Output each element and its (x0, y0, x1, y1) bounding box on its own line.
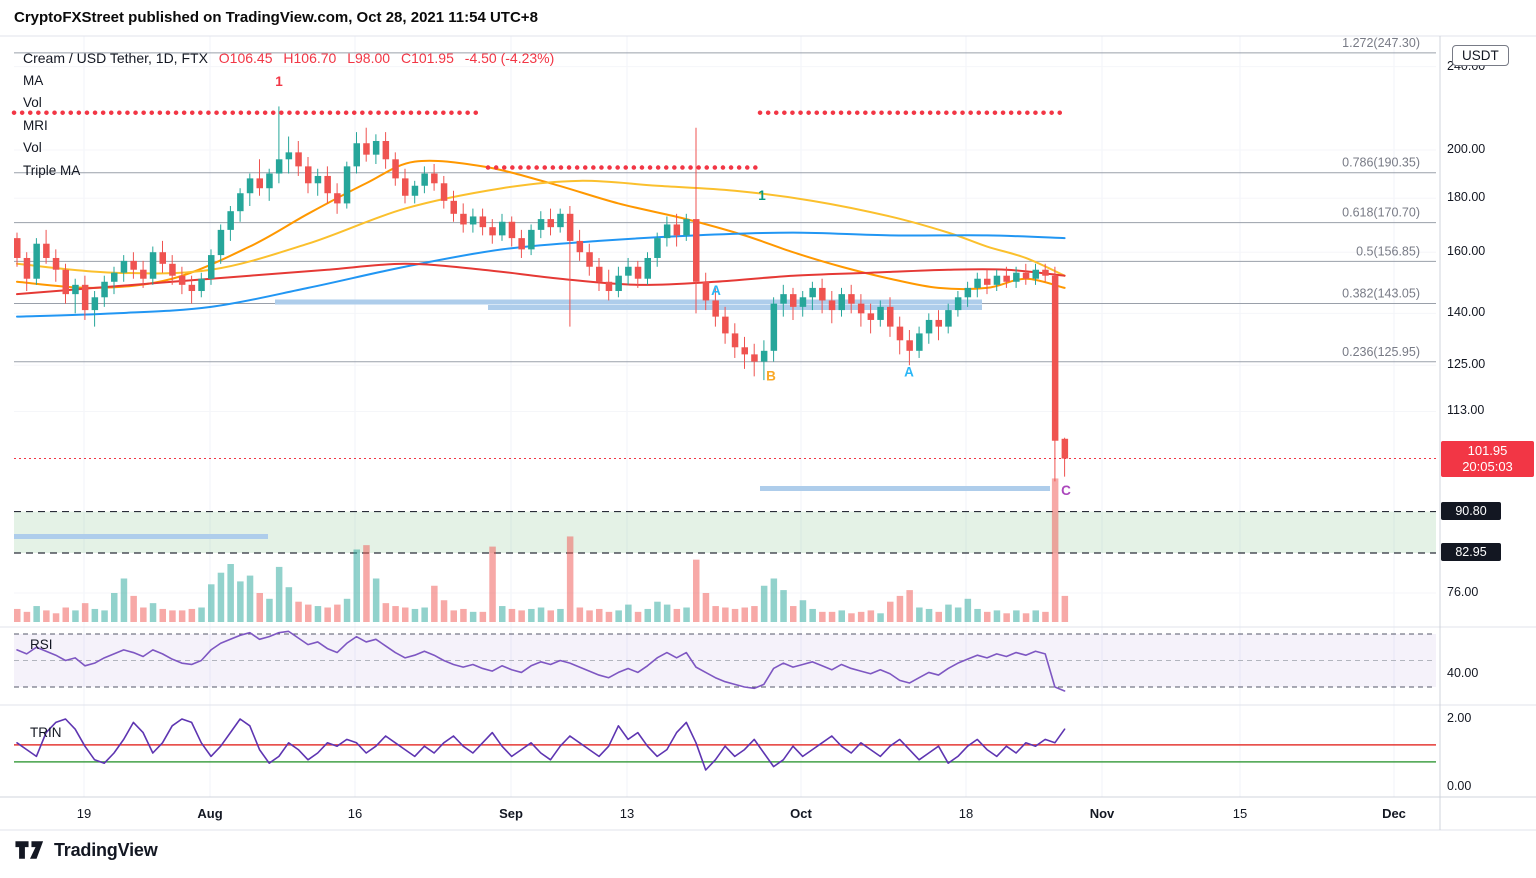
svg-text:1: 1 (758, 188, 766, 203)
moving-averages (16, 159, 1066, 318)
tradingview-logo-icon[interactable] (14, 839, 46, 861)
ohlc-open: O106.45 (218, 50, 273, 66)
footer: TradingView (14, 839, 158, 861)
svg-text:0.618(170.70): 0.618(170.70) (1342, 206, 1420, 220)
tradingview-brand[interactable]: TradingView (54, 839, 158, 860)
level-badge-90-80: 90.80 (1441, 502, 1501, 520)
indicator-legend-mri[interactable]: MRI (23, 117, 48, 133)
currency-toggle-usdt[interactable]: USDT (1452, 45, 1509, 66)
svg-text:A: A (711, 283, 721, 298)
indicator-legend-triple-ma[interactable]: Triple MA (23, 162, 81, 178)
svg-text:0.786(190.35): 0.786(190.35) (1342, 156, 1420, 170)
resistance-dotted-lines (11, 110, 1069, 170)
published-byline: CryptoFXStreet published on TradingView.… (14, 9, 538, 26)
indicator-legend-ma[interactable]: MA (23, 73, 44, 88)
fibonacci-levels: 1.272(247.30) 0.786(190.35) 0.618(170.70) 0… (14, 36, 1436, 363)
symbol-title[interactable]: Cream / USD Tether, 1D, FTX (23, 50, 208, 66)
wave-annotations: 1 1 A B A C (275, 74, 1071, 498)
support-segments (14, 299, 1050, 539)
symbol-ohlc-row: Cream / USD Tether, 1D, FTX O106.45 H106… (23, 46, 554, 70)
svg-text:0.382(143.05): 0.382(143.05) (1342, 286, 1420, 300)
indicator-legend-vol-1[interactable]: Vol (23, 95, 42, 111)
chart-legend: Cream / USD Tether, 1D, FTX O106.45 H106… (23, 46, 554, 182)
ohlc-close: C101.95 (400, 50, 454, 66)
ohlc-high: H106.70 (283, 50, 337, 66)
volume-bars (14, 478, 1069, 622)
gridlines (14, 36, 1436, 797)
svg-text:B: B (766, 368, 776, 383)
indicator-legend-vol-2[interactable]: Vol (23, 140, 42, 156)
ohlc-low: L98.00 (347, 50, 391, 66)
rsi-panel (14, 630, 1436, 692)
panel-borders (0, 35, 1536, 831)
support-zone (14, 510, 1436, 554)
bar-countdown: 20:05:03 (1462, 459, 1513, 474)
svg-text:0.236(125.95): 0.236(125.95) (1342, 345, 1420, 359)
level-badge-82-95: 82.95 (1441, 543, 1501, 561)
svg-text:1.272(247.30): 1.272(247.30) (1342, 36, 1420, 50)
svg-text:1: 1 (275, 74, 283, 89)
svg-text:A: A (904, 365, 914, 380)
current-price-badge: 101.95 20:05:03 (1441, 441, 1534, 477)
trin-panel (14, 718, 1436, 771)
ohlc-change: -4.50 (-4.23%) (464, 50, 555, 66)
svg-text:0.5(156.85): 0.5(156.85) (1356, 244, 1420, 258)
rsi-panel-label[interactable]: RSI (30, 637, 53, 652)
trin-panel-label[interactable]: TRIN (30, 725, 62, 740)
svg-text:C: C (1061, 483, 1071, 498)
current-price-value: 101.95 (1467, 443, 1508, 458)
candles (14, 106, 1069, 482)
